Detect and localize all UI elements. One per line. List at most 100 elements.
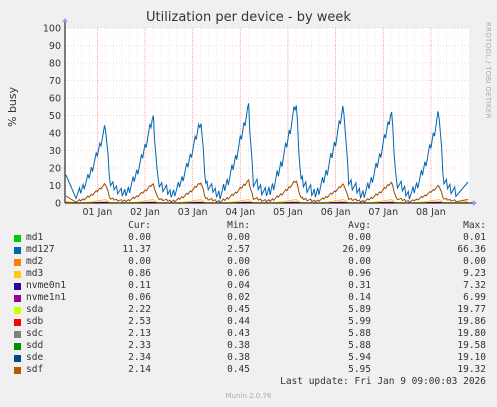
legend-cur-sdc: 2.13 bbox=[128, 328, 151, 339]
x-tick-label: 06 Jan bbox=[321, 207, 351, 218]
legend-name-md3: md3 bbox=[26, 268, 44, 279]
legend-name-sde: sde bbox=[26, 352, 44, 363]
legend-min-sdc: 0.43 bbox=[227, 328, 250, 339]
y-axis-arrow bbox=[62, 18, 68, 22]
legend-name-md127: md127 bbox=[26, 244, 55, 255]
legend-header: Cur: Min: Avg: Max: bbox=[0, 220, 497, 232]
legend-avg-sdd: 5.88 bbox=[348, 340, 371, 351]
legend-swatch-sda bbox=[14, 307, 21, 314]
legend-row-md3: md3 0.86 0.06 0.96 9.23 bbox=[0, 268, 497, 280]
legend-header-cur: Cur: bbox=[128, 220, 151, 231]
legend-swatch-nvme0n1 bbox=[14, 283, 21, 290]
legend-max-sdb: 19.86 bbox=[457, 316, 486, 327]
legend-avg-sdc: 5.88 bbox=[348, 328, 371, 339]
x-tick-label: 05 Jan bbox=[273, 207, 303, 218]
legend-min-md1: 0.00 bbox=[227, 232, 250, 243]
legend-header-max: Max: bbox=[463, 220, 486, 231]
y-tick-label: 80 bbox=[49, 59, 61, 70]
x-tick-label: 02 Jan bbox=[130, 207, 160, 218]
legend-swatch-nvme1n1 bbox=[14, 295, 21, 302]
legend-min-sde: 0.38 bbox=[227, 352, 250, 363]
legend-swatch-md127 bbox=[14, 247, 21, 254]
y-tick-label: 60 bbox=[49, 94, 61, 105]
legend-avg-nvme0n1: 0.31 bbox=[348, 280, 371, 291]
legend-swatch-sdc bbox=[14, 331, 21, 338]
legend-swatch-sdf bbox=[14, 367, 21, 374]
legend-max-sdf: 19.32 bbox=[457, 364, 486, 375]
legend-cur-nvme0n1: 0.11 bbox=[128, 280, 151, 291]
legend-swatch-sdb bbox=[14, 319, 21, 326]
legend-cur-sdd: 2.33 bbox=[128, 340, 151, 351]
legend-swatch-sde bbox=[14, 355, 21, 362]
legend-swatch-md1 bbox=[14, 235, 21, 242]
legend-min-md2: 0.00 bbox=[227, 256, 250, 267]
y-tick-label: 50 bbox=[49, 111, 61, 122]
legend-table: Cur: Min: Avg: Max: md1 0.00 0.00 0.00 0.01 m… bbox=[0, 220, 497, 376]
legend-cur-md127: 11.37 bbox=[122, 244, 151, 255]
legend-avg-nvme1n1: 0.14 bbox=[348, 292, 371, 303]
y-tick-label: 70 bbox=[49, 76, 61, 87]
legend-rows: md1 0.00 0.00 0.00 0.01 md127 11.37 2.57 26.09 66… bbox=[0, 232, 497, 376]
legend-row-sdb: sdb 2.53 0.44 5.99 19.86 bbox=[0, 316, 497, 328]
legend-max-sda: 19.77 bbox=[457, 304, 486, 315]
legend-row-sdf: sdf 2.14 0.45 5.95 19.32 bbox=[0, 364, 497, 376]
legend-min-sdd: 0.38 bbox=[227, 340, 250, 351]
legend-cur-md2: 0.00 bbox=[128, 256, 151, 267]
legend-avg-sdb: 5.99 bbox=[348, 316, 371, 327]
legend-avg-sdf: 5.95 bbox=[348, 364, 371, 375]
rrdtool-watermark: RRDTOOL / TOBI OETIKER bbox=[484, 22, 492, 119]
legend-cur-sdf: 2.14 bbox=[128, 364, 151, 375]
legend-name-nvme0n1: nvme0n1 bbox=[26, 280, 67, 291]
legend-row-sde: sde 2.34 0.38 5.94 19.10 bbox=[0, 352, 497, 364]
chart-title: Utilization per device - by week bbox=[146, 10, 351, 25]
legend-row-nvme1n1: nvme1n1 0.06 0.02 0.14 6.99 bbox=[0, 292, 497, 304]
legend-max-md127: 66.36 bbox=[457, 244, 486, 255]
legend-max-nvme1n1: 6.99 bbox=[463, 292, 486, 303]
legend-row-sdd: sdd 2.33 0.38 5.88 19.58 bbox=[0, 340, 497, 352]
legend-min-md3: 0.06 bbox=[227, 268, 250, 279]
y-tick-label: 40 bbox=[49, 129, 61, 140]
legend-name-sdf: sdf bbox=[26, 364, 44, 375]
x-axis-arrow bbox=[473, 200, 477, 206]
legend-row-nvme0n1: nvme0n1 0.11 0.04 0.31 7.32 bbox=[0, 280, 497, 292]
legend-cur-sdb: 2.53 bbox=[128, 316, 151, 327]
legend-name-sdb: sdb bbox=[26, 316, 44, 327]
y-tick-label: 20 bbox=[49, 164, 61, 175]
legend-row-md2: md2 0.00 0.00 0.00 0.00 bbox=[0, 256, 497, 268]
legend-swatch-md2 bbox=[14, 259, 21, 266]
y-tick-label: 10 bbox=[49, 181, 61, 192]
legend-min-sdb: 0.44 bbox=[227, 316, 250, 327]
legend-max-sde: 19.10 bbox=[457, 352, 486, 363]
legend-max-sdd: 19.58 bbox=[457, 340, 486, 351]
legend-min-sda: 0.45 bbox=[227, 304, 250, 315]
legend-name-sdd: sdd bbox=[26, 340, 44, 351]
y-tick-label: 90 bbox=[49, 41, 61, 52]
legend-min-md127: 2.57 bbox=[227, 244, 250, 255]
x-tick-label: 03 Jan bbox=[178, 207, 208, 218]
y-tick-label: 0 bbox=[55, 199, 61, 210]
x-tick-label: 07 Jan bbox=[368, 207, 398, 218]
legend-min-nvme0n1: 0.04 bbox=[227, 280, 250, 291]
legend-name-sda: sda bbox=[26, 304, 44, 315]
legend-max-md2: 0.00 bbox=[463, 256, 486, 267]
legend-max-sdc: 19.80 bbox=[457, 328, 486, 339]
series-line-md127 bbox=[65, 103, 469, 200]
x-tick-label: 08 Jan bbox=[416, 207, 446, 218]
legend-max-md3: 9.23 bbox=[463, 268, 486, 279]
legend-name-md2: md2 bbox=[26, 256, 44, 267]
munin-version: Munin 2.0.76 bbox=[225, 392, 272, 400]
legend-cur-md1: 0.00 bbox=[128, 232, 151, 243]
legend-row-md127: md127 11.37 2.57 26.09 66.36 bbox=[0, 244, 497, 256]
last-update: Last update: Fri Jan 9 09:00:03 2026 bbox=[280, 376, 486, 387]
utilization-chart: 0 10 20 30 40 50 60 70 80 90 100 01 Jan 02 Jan 03 Jan… bbox=[43, 18, 477, 218]
legend-avg-sde: 5.94 bbox=[348, 352, 371, 363]
legend-max-md1: 0.01 bbox=[463, 232, 486, 243]
y-tick-label: 100 bbox=[43, 24, 61, 35]
legend-header-avg: Avg: bbox=[348, 220, 371, 231]
legend-row-md1: md1 0.00 0.00 0.00 0.01 bbox=[0, 232, 497, 244]
legend-cur-md3: 0.86 bbox=[128, 268, 151, 279]
legend-name-nvme1n1: nvme1n1 bbox=[26, 292, 67, 303]
y-tick-label: 30 bbox=[49, 146, 61, 157]
legend-min-nvme1n1: 0.02 bbox=[227, 292, 250, 303]
legend-name-sdc: sdc bbox=[26, 328, 44, 339]
